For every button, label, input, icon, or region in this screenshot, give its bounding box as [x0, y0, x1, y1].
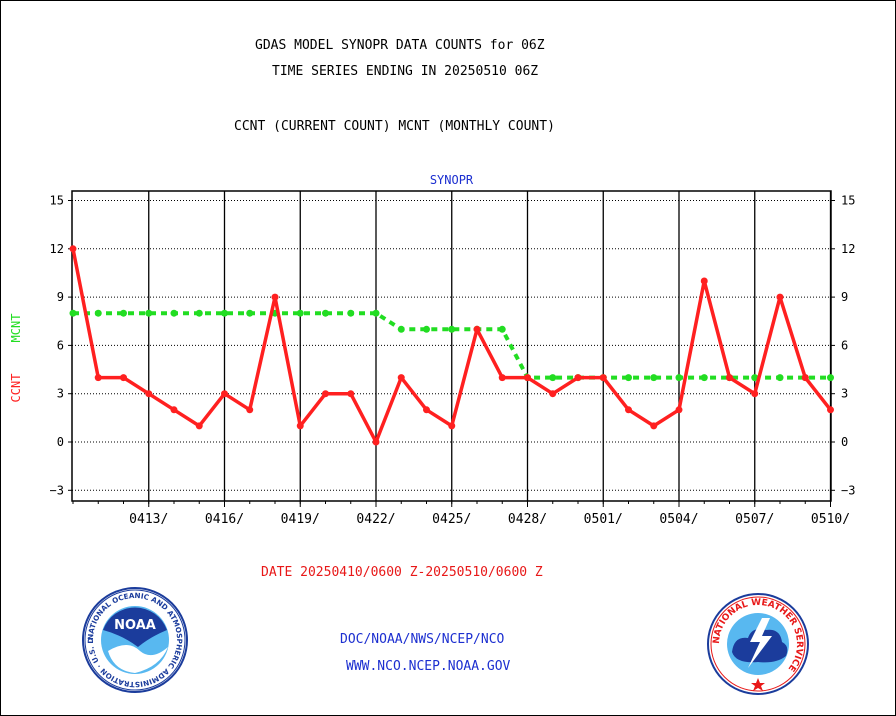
- data-point-ccnt: [170, 406, 178, 414]
- y-tick-label-right: 0: [841, 435, 848, 449]
- data-point-mcnt: [221, 309, 228, 317]
- data-point-mcnt: [448, 325, 456, 333]
- data-point-ccnt: [271, 293, 279, 301]
- data-point-ccnt: [423, 406, 430, 414]
- data-point-mcnt: [145, 309, 153, 317]
- data-point-mcnt: [423, 325, 430, 333]
- data-point-mcnt: [246, 309, 254, 317]
- noaa-logo-text: NOAA: [114, 618, 156, 633]
- data-point-mcnt: [827, 374, 834, 382]
- data-point-mcnt: [625, 374, 632, 382]
- y-tick-label-right: 6: [841, 338, 848, 352]
- data-point-ccnt: [246, 406, 254, 414]
- noaa-logo-icon: NATIONAL OCEANIC AND ATMOSPHERIC ADMINIS…: [80, 585, 188, 693]
- data-point-ccnt: [322, 390, 329, 398]
- data-point-ccnt: [827, 406, 834, 414]
- data-point-ccnt: [473, 325, 481, 333]
- y-tick-label-right: 15: [841, 194, 855, 208]
- data-point-mcnt: [498, 325, 506, 333]
- x-tick-label: 0510/: [811, 512, 850, 527]
- data-point-ccnt: [296, 422, 304, 430]
- data-point-mcnt: [170, 309, 178, 317]
- data-point-mcnt: [675, 374, 683, 382]
- data-point-ccnt: [397, 374, 405, 382]
- data-point-ccnt: [221, 390, 228, 398]
- y-tick-label-right: 12: [841, 242, 855, 256]
- data-point-ccnt: [751, 390, 759, 398]
- data-point-ccnt: [700, 277, 708, 285]
- y-tick-label-right: 3: [841, 387, 848, 401]
- y-tick-label-left: 6: [57, 338, 64, 352]
- chart-title-line2: TIME SERIES ENDING IN 20250510 06Z: [272, 64, 539, 79]
- data-point-ccnt: [599, 374, 607, 382]
- data-point-ccnt: [625, 406, 632, 414]
- y-tick-label-left: 9: [57, 290, 64, 304]
- data-point-mcnt: [700, 374, 708, 382]
- chart-title-line1: GDAS MODEL SYNOPR DATA COUNTS for 06Z: [255, 38, 545, 53]
- plot-title: SYNOPR: [430, 173, 474, 187]
- data-point-mcnt: [296, 309, 304, 317]
- date-range-label: DATE 20250410/0600 Z-20250510/0600 Z: [261, 565, 543, 580]
- data-point-mcnt: [120, 309, 127, 317]
- x-tick-label: 0425/: [432, 512, 471, 527]
- plot-area-border: [71, 190, 832, 502]
- x-tick-label: 0416/: [205, 512, 244, 527]
- y-tick-label-left: 15: [50, 194, 64, 208]
- data-point-ccnt: [94, 374, 102, 382]
- x-tick-label: 0501/: [584, 512, 623, 527]
- x-tick-label: 0428/: [508, 512, 547, 527]
- data-point-ccnt: [145, 390, 153, 398]
- data-point-ccnt: [726, 374, 733, 382]
- data-point-mcnt: [549, 374, 557, 382]
- data-point-ccnt: [498, 374, 506, 382]
- x-tick-label: 0422/: [356, 512, 395, 527]
- y-tick-label-left: 3: [57, 387, 64, 401]
- y-tick-label-left: 12: [50, 242, 64, 256]
- y-tick-label-right: 9: [841, 290, 848, 304]
- data-point-ccnt: [650, 422, 658, 430]
- y-tick-label-left: 0: [57, 435, 64, 449]
- data-point-ccnt: [69, 245, 77, 253]
- x-tick-label: 0413/: [129, 512, 168, 527]
- data-point-mcnt: [776, 374, 784, 382]
- y-axis-label-ccnt: CCNT: [9, 374, 23, 403]
- org-label: DOC/NOAA/NWS/NCEP/NCO: [340, 632, 505, 647]
- data-point-ccnt: [524, 374, 531, 382]
- x-tick-label: 0507/: [735, 512, 774, 527]
- data-point-mcnt: [397, 325, 405, 333]
- data-point-ccnt: [574, 374, 582, 382]
- data-point-ccnt: [549, 390, 557, 398]
- data-point-mcnt: [650, 374, 658, 382]
- x-tick-label: 0504/: [659, 512, 698, 527]
- data-point-mcnt: [69, 309, 77, 317]
- data-point-mcnt: [94, 309, 102, 317]
- website-label: WWW.NCO.NCEP.NOAA.GOV: [346, 659, 511, 674]
- data-point-mcnt: [347, 309, 355, 317]
- data-point-ccnt: [675, 406, 683, 414]
- data-point-ccnt: [347, 390, 355, 398]
- chart-subtitle: CCNT (CURRENT COUNT) MCNT (MONTHLY COUNT…: [234, 119, 555, 134]
- x-tick-label: 0419/: [281, 512, 320, 527]
- data-point-ccnt: [776, 293, 784, 301]
- data-point-ccnt: [801, 374, 809, 382]
- nws-logo-icon: NATIONAL WEATHER SERVICE: [707, 593, 809, 695]
- data-point-ccnt: [372, 438, 380, 446]
- data-point-mcnt: [195, 309, 203, 317]
- y-tick-label-left: −3: [50, 483, 64, 497]
- y-axis-label-mcnt: MCNT: [9, 314, 23, 343]
- data-point-mcnt: [751, 374, 759, 382]
- data-point-mcnt: [322, 309, 329, 317]
- data-point-ccnt: [195, 422, 203, 430]
- data-point-mcnt: [372, 309, 380, 317]
- y-tick-label-right: −3: [841, 483, 855, 497]
- data-point-ccnt: [120, 374, 127, 382]
- data-point-ccnt: [448, 422, 456, 430]
